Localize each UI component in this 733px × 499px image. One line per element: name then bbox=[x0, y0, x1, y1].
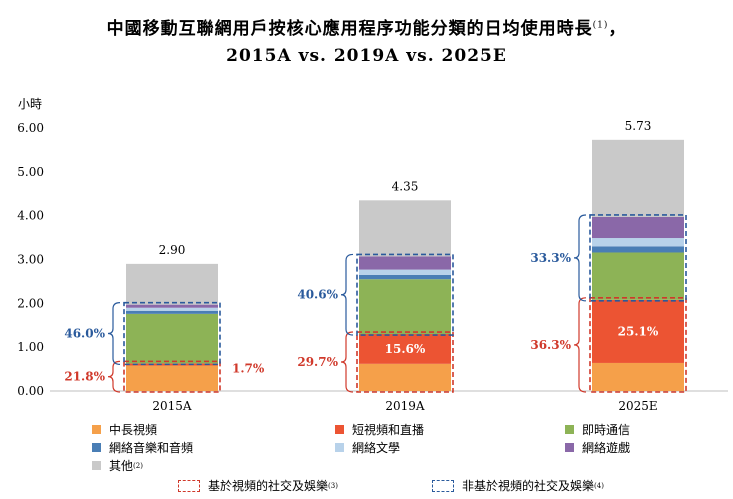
nonsocial-curly-brace bbox=[107, 302, 121, 365]
bar-segment bbox=[126, 304, 218, 308]
legend-bracket-swatch bbox=[178, 479, 200, 492]
bar-segment bbox=[126, 310, 218, 314]
bar-segment bbox=[359, 279, 451, 335]
chart-title-line1: 中國移動互聯網用戶按核心應用程序功能分類的日均使用時長(1)， bbox=[106, 19, 627, 39]
bar-total-label: 5.73 bbox=[625, 119, 652, 133]
bar-segment bbox=[592, 139, 684, 217]
bar-segment bbox=[592, 246, 684, 253]
legend-swatch bbox=[565, 425, 574, 434]
nonsocial-bracket-box bbox=[356, 253, 454, 336]
short-video-share-label: 1.7% bbox=[232, 362, 265, 376]
y-tick-label: 0.00 bbox=[17, 384, 44, 398]
legend-swatch bbox=[92, 425, 101, 434]
x-tick-label: 2015A bbox=[152, 399, 192, 413]
nonsocial-share-label: 46.0% bbox=[64, 327, 105, 341]
y-tick-label: 2.00 bbox=[17, 296, 44, 310]
y-tick-label: 4.00 bbox=[17, 209, 44, 223]
bar-total-label: 2.90 bbox=[159, 243, 186, 257]
y-tick-label: 1.00 bbox=[17, 340, 44, 354]
chart-title-line2: 2015A vs. 2019A vs. 2025E bbox=[226, 46, 507, 66]
bar-segment bbox=[592, 252, 684, 300]
legend-swatch bbox=[565, 443, 574, 452]
social-share-label: 36.3% bbox=[530, 338, 571, 352]
legend-item-music-audio: 網絡音樂和音頻 bbox=[92, 439, 193, 456]
legend-item-literature: 網絡文學 bbox=[335, 439, 400, 456]
bar-segment bbox=[126, 263, 218, 305]
bar-segment bbox=[359, 363, 451, 391]
bar-segment bbox=[592, 238, 684, 247]
legend-item-others: 其他 (2) bbox=[92, 457, 143, 474]
nonsocial-share-label: 33.3% bbox=[530, 251, 571, 265]
bar-segment bbox=[359, 256, 451, 270]
nonsocial-bracket-box bbox=[123, 301, 221, 366]
y-tick-label: 6.00 bbox=[17, 121, 44, 135]
social-share-label: 29.7% bbox=[297, 355, 338, 369]
segment-value-label: 25.1% bbox=[618, 324, 659, 338]
legend-swatch bbox=[335, 425, 344, 434]
nonsocial-curly-brace bbox=[573, 214, 587, 302]
bar-segment bbox=[359, 334, 451, 364]
social-curly-brace bbox=[340, 331, 354, 393]
social-share-label: 21.8% bbox=[64, 370, 105, 384]
nonsocial-bracket-box bbox=[589, 214, 687, 302]
legend-item-games: 網絡遊戲 bbox=[565, 439, 630, 456]
social-bracket-box bbox=[589, 297, 687, 393]
nonsocial-share-label: 40.6% bbox=[297, 288, 338, 302]
y-tick-label: 3.00 bbox=[17, 253, 44, 267]
legend-item-instant-messaging: 即時通信 bbox=[565, 421, 630, 438]
bar-segment bbox=[592, 362, 684, 391]
bar-segment bbox=[592, 216, 684, 239]
y-tick-label: 5.00 bbox=[17, 165, 44, 179]
bar-segment bbox=[126, 307, 218, 311]
social-curly-brace bbox=[107, 360, 121, 393]
bar-segment bbox=[126, 363, 218, 366]
bar-segment bbox=[359, 269, 451, 275]
legend-item-short-video: 短視頻和直播 bbox=[335, 421, 424, 438]
social-bracket-box bbox=[356, 331, 454, 393]
y-axis-label: 小時 bbox=[18, 97, 42, 111]
bar-segment bbox=[359, 274, 451, 280]
bar-segment bbox=[592, 299, 684, 363]
social-curly-brace bbox=[573, 297, 587, 393]
legend-swatch bbox=[335, 443, 344, 452]
social-bracket-box bbox=[123, 360, 221, 393]
legend-swatch bbox=[92, 461, 101, 470]
x-tick-label: 2025E bbox=[618, 399, 657, 413]
legend-item-long-video: 中長視頻 bbox=[92, 421, 157, 438]
bar-total-label: 4.35 bbox=[392, 179, 419, 193]
legend-swatch bbox=[92, 443, 101, 452]
x-tick-label: 2019A bbox=[385, 399, 425, 413]
nonsocial-curly-brace bbox=[340, 253, 354, 336]
bar-segment bbox=[126, 365, 218, 391]
bar-segment bbox=[126, 313, 218, 364]
legend-bracket-swatch bbox=[432, 479, 454, 492]
segment-value-label: 15.6% bbox=[385, 342, 426, 356]
bar-segment bbox=[359, 200, 451, 257]
legend-item-nonvideo-social: 非基於視頻的社交及娛樂 (4) bbox=[432, 477, 604, 494]
legend-item-video-social: 基於視頻的社交及娛樂 (3) bbox=[178, 477, 338, 494]
